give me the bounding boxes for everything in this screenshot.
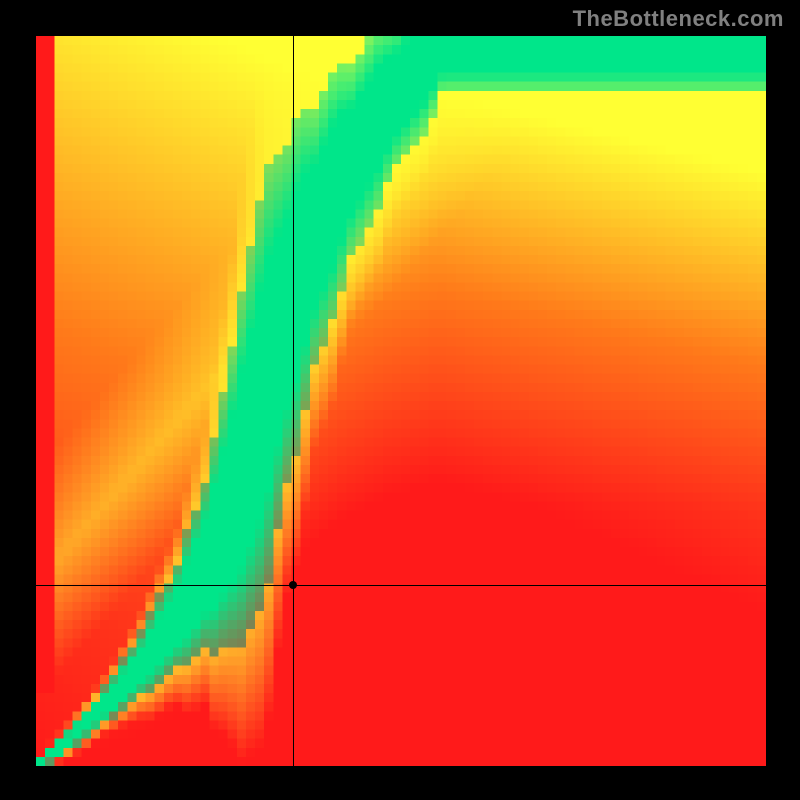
heatmap-canvas — [36, 36, 766, 766]
marker-dot — [289, 581, 297, 589]
crosshair-horizontal — [36, 585, 766, 586]
heatmap-plot — [36, 36, 766, 766]
watermark-text: TheBottleneck.com — [573, 6, 784, 32]
crosshair-vertical — [293, 36, 294, 766]
